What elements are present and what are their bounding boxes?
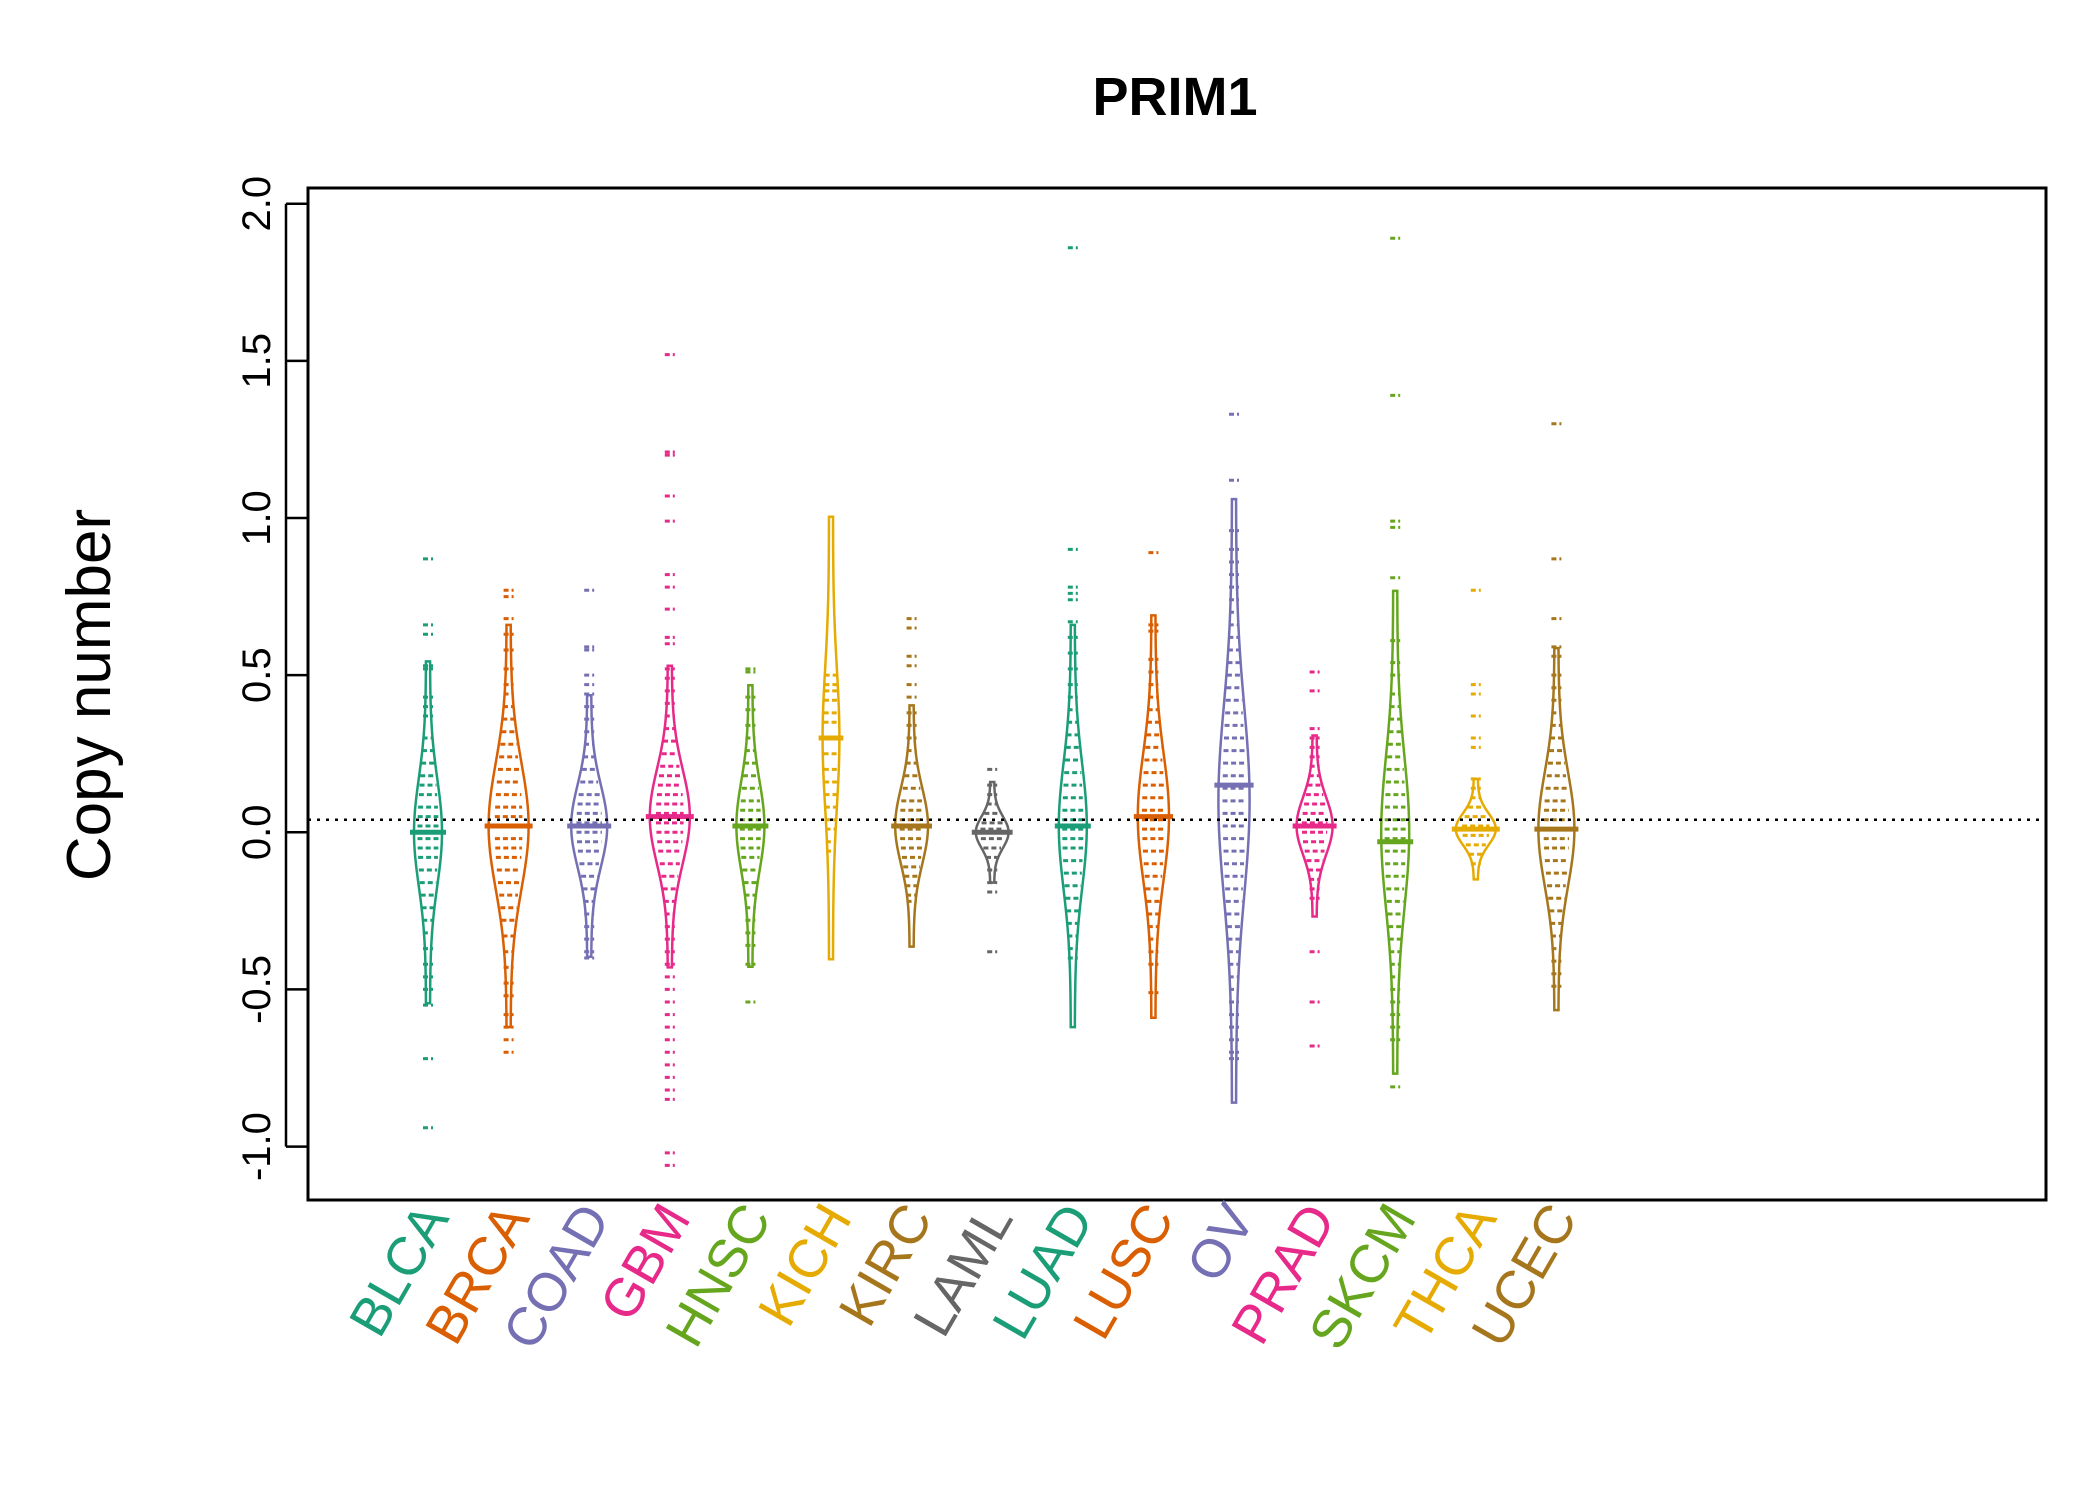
y-tick-label: -0.5 — [235, 955, 279, 1024]
bean-brca — [484, 588, 533, 1054]
bean-prad — [1292, 670, 1337, 1048]
y-tick-label: 1.0 — [235, 490, 279, 546]
y-tick-label: 0.5 — [235, 647, 279, 703]
bean-kich — [818, 515, 844, 961]
bean-lusc — [1133, 551, 1173, 1019]
plot-frame — [306, 186, 2048, 1202]
bean-outline — [1379, 589, 1411, 1075]
bean-gbm — [645, 353, 694, 1167]
bean-thca — [1451, 588, 1500, 881]
bean-blca — [410, 557, 446, 1130]
bean-kirc — [891, 617, 932, 948]
y-tick-label: 1.5 — [235, 333, 279, 389]
y-tick-label: 2.0 — [235, 176, 279, 232]
y-tick-label: -1.0 — [235, 1112, 279, 1181]
bean-luad — [1054, 246, 1091, 1029]
chart-title: PRIM1 — [1092, 67, 1257, 127]
bean-coad — [567, 588, 612, 960]
beans-layer — [410, 236, 1579, 1167]
x-axis: BLCABRCACOADGBMHNSCKICHKIRCLAMLLUADLUSCO… — [338, 1194, 1589, 1359]
y-axis: -1.0 -0.5 0.0 0.5 1.0 1.5 2.0 — [235, 176, 308, 1181]
y-tick-label: 0.0 — [235, 804, 279, 860]
bean-skcm — [1377, 236, 1414, 1089]
bean-ucec — [1534, 422, 1579, 1012]
bean-ov — [1214, 412, 1254, 1104]
y-axis-label: Copy number — [55, 509, 124, 881]
bean-hnsc — [732, 667, 769, 1004]
bean-laml — [971, 767, 1013, 954]
